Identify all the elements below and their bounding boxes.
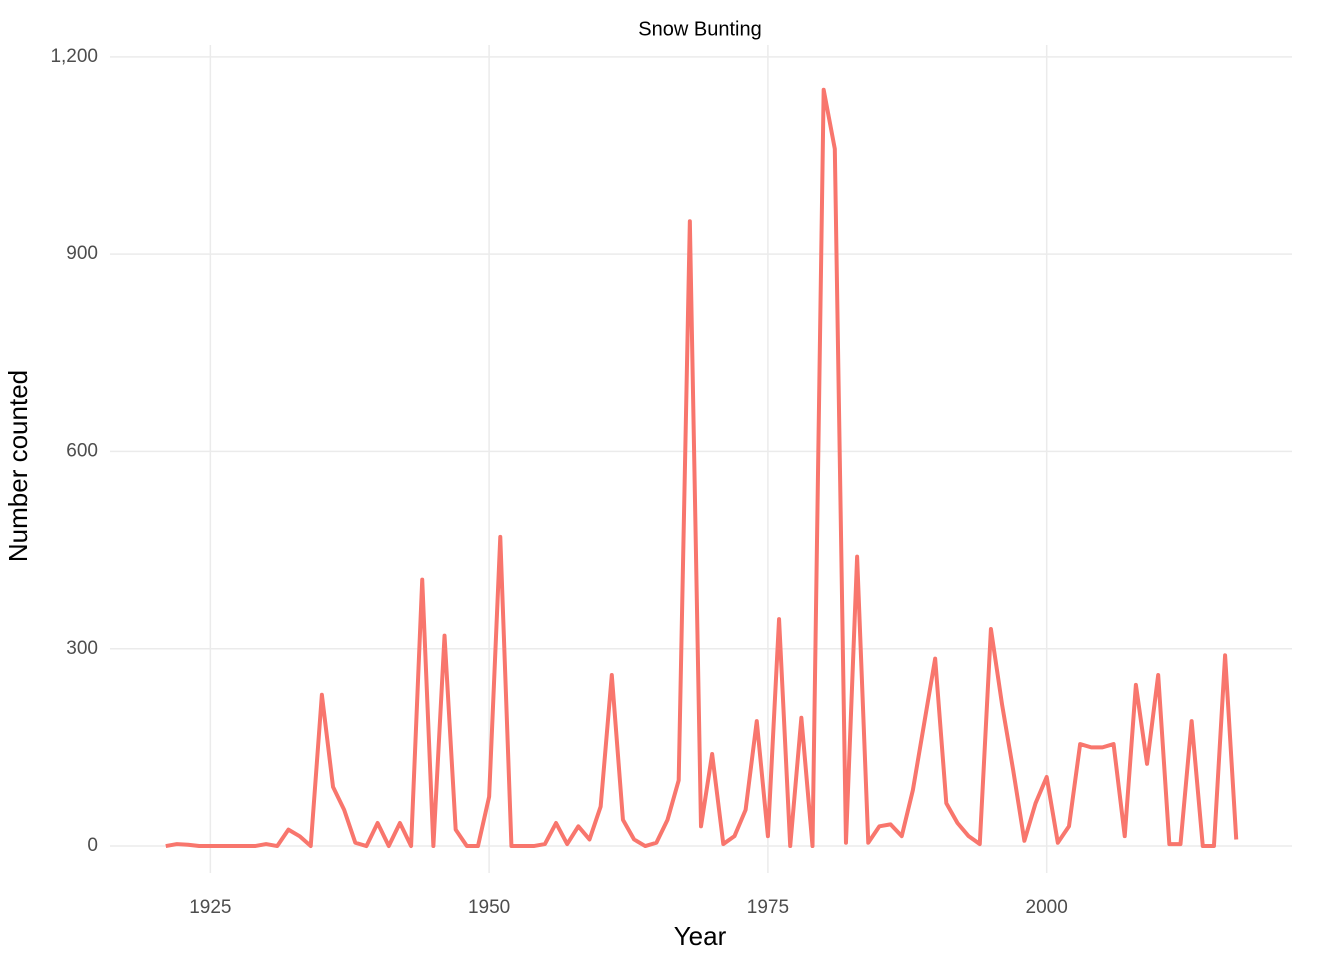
y-tick-label: 600 — [66, 440, 98, 461]
y-tick-label: 300 — [66, 638, 98, 659]
x-tick-label: 1950 — [468, 897, 510, 918]
y-tick-label: 1,200 — [50, 46, 98, 67]
x-tick-label: 1975 — [747, 897, 789, 918]
y-axis-title: Number counted — [3, 370, 33, 562]
x-axis-title: Year — [674, 921, 727, 951]
y-tick-label: 900 — [66, 243, 98, 264]
x-tick-label: 1925 — [189, 897, 231, 918]
series-line — [165, 87, 1239, 849]
x-tick-label: 2000 — [1026, 897, 1068, 918]
y-tick-label: 0 — [87, 835, 98, 856]
chart-title: Snow Bunting — [638, 18, 761, 40]
